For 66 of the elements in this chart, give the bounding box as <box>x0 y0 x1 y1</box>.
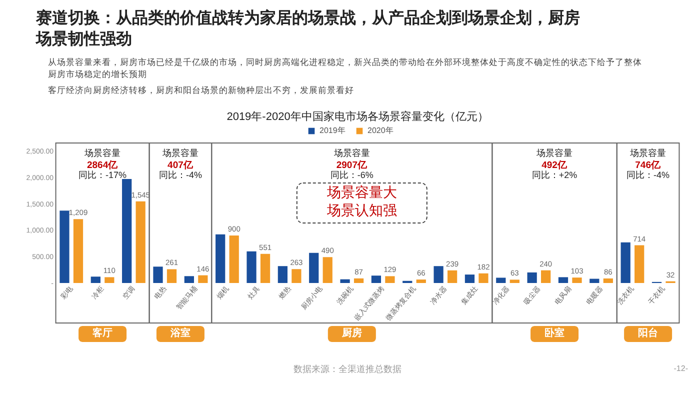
annotation: 2907亿 <box>336 159 368 171</box>
annotation: 场景容量 <box>629 148 666 158</box>
bar <box>434 266 444 283</box>
bar <box>541 270 551 283</box>
text: 浴室 <box>169 327 190 339</box>
annotation: 同比：-4% <box>158 170 202 180</box>
annotation: 场景容量 <box>84 148 121 158</box>
text: 卧室 <box>544 327 565 339</box>
source-note: 数据来源：全渠道推总数据 <box>294 364 402 374</box>
legend-label: 2019年 <box>320 126 346 135</box>
bar <box>260 254 270 283</box>
bar <box>309 252 319 283</box>
bar <box>198 275 208 283</box>
bar <box>478 273 488 283</box>
bar <box>229 235 239 283</box>
bar <box>416 280 426 283</box>
bar <box>590 278 600 283</box>
bar <box>73 219 84 283</box>
annotation: 场景容量 <box>536 148 573 158</box>
annotation: 2864亿 <box>86 159 120 171</box>
text: 阳台 <box>638 327 658 339</box>
annotation: 492亿 <box>542 159 568 171</box>
bar <box>603 278 613 283</box>
annotation: 746亿 <box>635 159 662 171</box>
chart-subtitle: 2019年-2020年中国家电市场各场景容量变化（亿元） <box>226 110 488 123</box>
annotation: 场景容量 <box>161 148 198 158</box>
bar <box>216 234 226 283</box>
bar <box>60 210 70 283</box>
bar <box>136 201 146 283</box>
bar <box>246 251 256 283</box>
bar <box>496 278 506 283</box>
annotation: 同比：+2% <box>532 170 578 180</box>
annotation: 场景容量大场景认知强 <box>326 184 397 218</box>
annotation: 场景容量 <box>332 148 370 158</box>
bar <box>634 245 644 283</box>
bar <box>620 242 630 283</box>
chart-title: 赛道切换：从品类的价值战转为家居的场景战，从产品企划到场景企划，厨房场景韧性强劲 <box>35 8 580 48</box>
legend-label: 2020年 <box>368 126 394 135</box>
bar <box>572 278 582 283</box>
bar <box>558 277 568 283</box>
bar <box>510 280 520 283</box>
bar <box>354 278 364 283</box>
annotation: 同比：-4% <box>626 170 670 180</box>
bar <box>104 277 114 283</box>
text: 客厅经济向厨房经济转移，厨房和阳台场景的新物种层出不穷，发展前景看好 <box>48 85 354 95</box>
annotation: 同比：-17% <box>78 170 127 180</box>
text: 客厅 <box>92 327 113 339</box>
annotation: 407亿 <box>168 159 194 171</box>
bar <box>340 279 350 283</box>
text: -12- <box>674 364 688 373</box>
bar <box>166 269 177 283</box>
bar <box>153 266 163 283</box>
text: 从场景容量来看，厨房市场已经是千亿级的市场，同时厨房高端化进程稳定，新兴品类的带动给在外部环境整体处于高度不确定性的状态下给予了整体厨房市场稳定的增长预期 <box>48 57 642 79</box>
bar <box>464 274 475 283</box>
bar <box>447 270 458 283</box>
bar <box>371 276 382 283</box>
bar <box>278 266 288 283</box>
text: 厨房 <box>340 327 362 339</box>
bar <box>122 178 132 283</box>
bar <box>184 276 194 283</box>
bar <box>385 276 395 283</box>
bar <box>90 276 100 283</box>
bar <box>292 269 302 283</box>
bar <box>322 257 332 283</box>
annotation: 同比：-6% <box>330 170 374 180</box>
bar <box>527 272 537 283</box>
